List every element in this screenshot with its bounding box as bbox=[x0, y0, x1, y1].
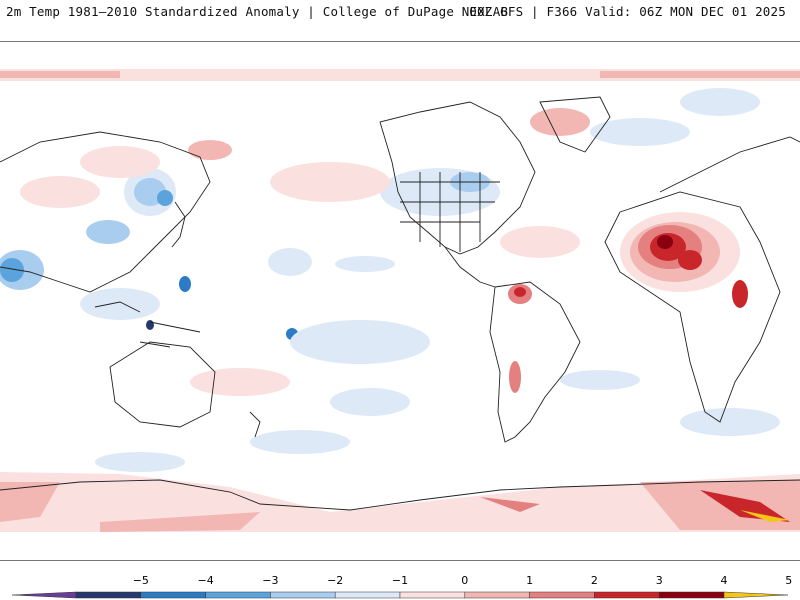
colorbar-bin bbox=[594, 591, 660, 599]
colorbar-bin bbox=[205, 591, 271, 599]
cold-anomaly-regions bbox=[0, 88, 780, 472]
colorbar-bin bbox=[658, 591, 725, 599]
antarctic-warm-region bbox=[0, 472, 800, 532]
colorbar-min-triangle bbox=[12, 591, 77, 599]
warm-anomaly-regions bbox=[80, 146, 748, 396]
colorbar-tick-label: −5 bbox=[132, 574, 149, 587]
colorbar-tick-label: 0 bbox=[461, 574, 469, 587]
colorbar-tick-label: 5 bbox=[785, 574, 793, 587]
arctic-warm-band bbox=[0, 69, 800, 208]
colorbar-tick-label: −3 bbox=[262, 574, 279, 587]
colorbar-tick-label: 4 bbox=[720, 574, 728, 587]
colorbar-tick-label: 2 bbox=[590, 574, 598, 587]
colorbar-bin bbox=[464, 591, 530, 599]
anomaly-map bbox=[0, 41, 800, 561]
model-valid-time: 00Z GFS | F366 Valid: 06Z MON DEC 01 202… bbox=[469, 4, 786, 19]
colorbar: −5 −4 −3 −2 −1 0 1 2 3 4 5 bbox=[12, 574, 792, 600]
colorbar-bin bbox=[75, 591, 142, 599]
colorbar-bin bbox=[270, 591, 336, 599]
colorbar-tick-label: 1 bbox=[526, 574, 534, 587]
colorbar-swatches bbox=[12, 591, 788, 599]
colorbar-tick-label: 3 bbox=[655, 574, 663, 587]
colorbar-bin bbox=[399, 591, 466, 599]
coastlines bbox=[0, 96, 800, 511]
colorbar-tick-label: −1 bbox=[391, 574, 409, 587]
colorbar-bin bbox=[140, 591, 206, 599]
colorbar-max-triangle bbox=[723, 591, 788, 599]
colorbar-bin bbox=[529, 591, 595, 599]
colorbar-tick-label: −4 bbox=[197, 574, 214, 587]
colorbar-bin bbox=[334, 591, 401, 599]
map-canvas bbox=[0, 69, 800, 532]
colorbar-tick-label: −2 bbox=[327, 574, 344, 587]
map-title: 2m Temp 1981–2010 Standardized Anomaly |… bbox=[6, 4, 509, 19]
